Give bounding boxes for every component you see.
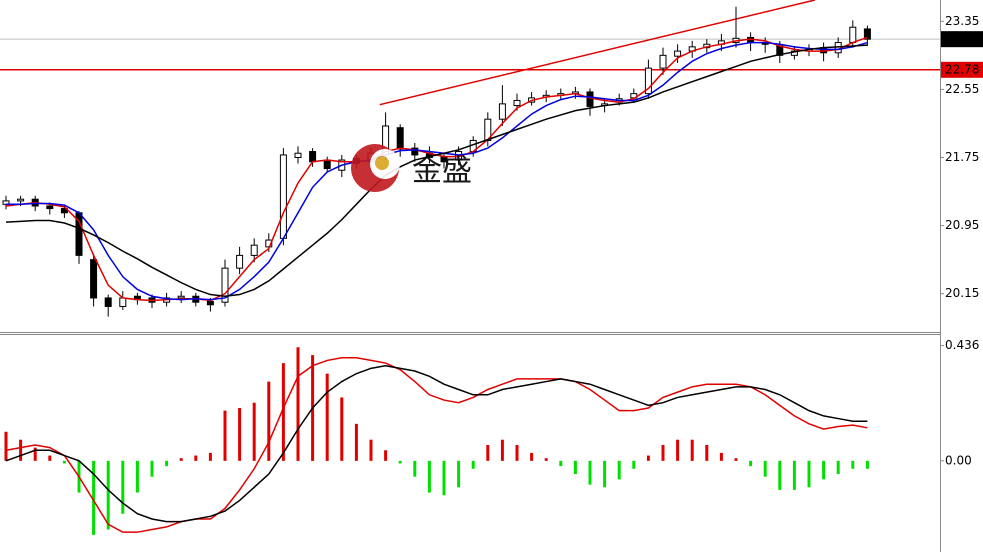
price-label: 23.14 <box>945 32 979 46</box>
candle-body <box>644 67 652 95</box>
candle-body <box>513 99 521 107</box>
y-tick-label: 20.15 <box>945 286 979 300</box>
watermark-logo <box>375 156 389 170</box>
watermark: 金盛 <box>351 144 472 192</box>
indicator-line <box>5 357 868 533</box>
candle-body <box>586 91 594 107</box>
price-box <box>941 31 983 48</box>
candle-body <box>119 297 127 307</box>
candle-body <box>206 300 214 306</box>
candle-body <box>221 267 229 303</box>
candle-body <box>46 205 54 210</box>
candle-body <box>279 154 287 239</box>
price-box <box>941 61 983 78</box>
y-tick-label: 22.55 <box>945 82 979 96</box>
main-panel: 20.15 20.95 21.75 22.55 23.35 22.78 23.14 <box>0 0 983 317</box>
candle-body <box>863 28 871 40</box>
candle-body <box>17 198 25 202</box>
candle-body <box>250 244 258 256</box>
candle-body <box>849 26 857 44</box>
watermark-text: 金盛 <box>412 154 472 189</box>
candle-body <box>659 54 667 69</box>
y-tick-label: 0.00 <box>945 453 972 467</box>
y-tick-label: 23.35 <box>945 14 979 28</box>
price-label: 22.78 <box>945 62 979 76</box>
candle-body <box>177 295 185 299</box>
indicator-line <box>5 364 868 523</box>
candle-body <box>236 254 244 269</box>
y-tick-label: 21.75 <box>945 150 979 164</box>
indicator-line <box>5 44 868 298</box>
y-tick-label: 20.95 <box>945 218 979 232</box>
candle-body <box>309 151 317 163</box>
y-tick-label: 0.436 <box>945 338 979 352</box>
candle-body <box>674 50 682 57</box>
candle-body <box>294 152 302 158</box>
candle-body <box>104 297 112 307</box>
macd-panel: 0.00 0.436 <box>4 338 979 535</box>
candle-body <box>323 159 331 170</box>
candle-body <box>396 127 404 150</box>
candle-body <box>411 147 419 156</box>
indicator-line <box>6 41 868 301</box>
candle-body <box>498 103 506 120</box>
trend-line <box>379 0 816 106</box>
candle-body <box>90 259 98 299</box>
